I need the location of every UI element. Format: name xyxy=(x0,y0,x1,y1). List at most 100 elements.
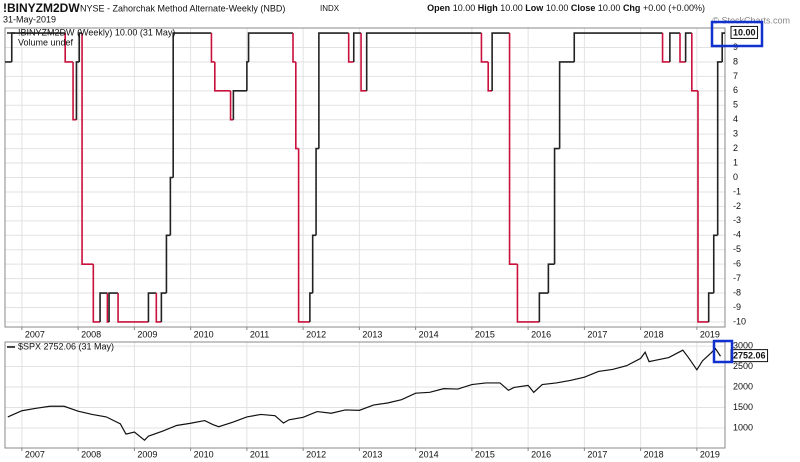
step-segment xyxy=(160,292,167,322)
quote-label: Open xyxy=(427,3,450,13)
x-tick-label: 2019 xyxy=(700,329,720,339)
x-tick-label: 2008 xyxy=(81,449,101,459)
step-segment xyxy=(721,32,725,62)
step-segment xyxy=(318,32,349,149)
quote-label: Close xyxy=(571,3,596,13)
step-segment xyxy=(292,33,296,63)
step-segment xyxy=(72,61,77,121)
quote: Open 10.00 High 10.00 Low 10.00 Close 10… xyxy=(427,3,705,13)
quote-value: +0.00 (+0.00%) xyxy=(643,3,705,13)
step-segment xyxy=(558,61,575,149)
y-tick-label: 6 xyxy=(733,85,738,95)
step-segment xyxy=(81,33,94,265)
x-tick-label: 2018 xyxy=(644,449,664,459)
step-segment xyxy=(516,264,540,323)
step-segment xyxy=(165,234,171,294)
x-tick-label: 2015 xyxy=(475,449,495,459)
step-segment xyxy=(684,32,692,62)
step-segment xyxy=(295,61,299,150)
quote-label: Low xyxy=(525,3,544,13)
x-tick-label: 2013 xyxy=(362,449,382,459)
y-tick-label: -3 xyxy=(733,215,741,225)
step-segment xyxy=(669,32,680,62)
y-tick-label: 1500 xyxy=(733,402,753,412)
volume-note: Volume undef xyxy=(18,37,74,47)
step-segment xyxy=(311,234,317,294)
step-segment xyxy=(117,293,149,323)
description: NYSE - Zahorchak Method Alternate-Weekly… xyxy=(80,3,285,13)
step-segment xyxy=(553,147,560,265)
step-segment xyxy=(214,61,231,92)
x-tick-label: 2016 xyxy=(531,449,551,459)
x-tick-label: 2012 xyxy=(306,329,326,339)
exchange: INDX xyxy=(320,4,340,13)
step-segment xyxy=(75,61,80,120)
step-segment xyxy=(92,264,101,323)
step-segment xyxy=(99,292,108,322)
y-tick-label: -10 xyxy=(733,316,746,326)
step-segment xyxy=(232,90,247,120)
step-segment xyxy=(297,148,310,323)
legend-label: $SPX 2752.06 (31 May) xyxy=(18,341,114,351)
step-segment xyxy=(712,234,718,294)
step-segment xyxy=(64,33,74,63)
x-tick-label: 2007 xyxy=(25,329,45,339)
x-tick-label: 2011 xyxy=(250,329,269,339)
y-tick-label: 0 xyxy=(733,172,738,182)
step-segment xyxy=(697,90,709,323)
y-tick-label: 4 xyxy=(733,114,738,124)
y-tick-label: 2000 xyxy=(733,381,753,391)
step-segment xyxy=(716,61,723,236)
y-tick-label: 5 xyxy=(733,100,738,110)
y-tick-label: 2 xyxy=(733,143,738,153)
step-segment xyxy=(491,32,510,91)
copyright: © StockCharts.com xyxy=(712,15,790,25)
x-tick-label: 2011 xyxy=(250,449,269,459)
step-segment xyxy=(210,33,215,63)
x-tick-label: 2016 xyxy=(531,329,551,339)
x-tick-label: 2008 xyxy=(81,329,101,339)
step-segment xyxy=(360,33,367,92)
step-segment xyxy=(352,32,362,62)
step-segment xyxy=(155,293,162,323)
step-segment xyxy=(573,32,663,62)
price-line xyxy=(7,347,722,442)
date: 31-May-2019 xyxy=(3,14,56,24)
last-value-label: 2752.06 xyxy=(733,351,766,361)
step-segment xyxy=(229,90,234,121)
last-value-label: 10.00 xyxy=(733,27,756,37)
step-segment xyxy=(147,292,157,322)
x-tick-label: 2015 xyxy=(475,329,495,339)
x-tick-label: 2012 xyxy=(306,449,326,459)
x-tick-label: 2014 xyxy=(419,449,439,459)
y-tick-label: -6 xyxy=(733,259,741,269)
y-tick-label: 1000 xyxy=(733,422,753,432)
step-segment xyxy=(661,33,670,63)
step-segment xyxy=(538,292,549,322)
y-tick-label: -7 xyxy=(733,273,741,283)
x-tick-label: 2014 xyxy=(419,329,439,339)
step-segment xyxy=(315,147,319,236)
quote-value: 10.00 xyxy=(546,3,569,13)
quote-value: 10.00 xyxy=(453,3,476,13)
y-tick-label: -9 xyxy=(733,302,741,312)
x-tick-label: 2013 xyxy=(362,329,382,339)
step-segment xyxy=(691,33,698,92)
y-tick-label: -2 xyxy=(733,201,741,211)
step-segment xyxy=(347,33,354,63)
quote-label: High xyxy=(478,3,498,13)
step-segment xyxy=(169,176,174,236)
y-tick-label: 3 xyxy=(733,129,738,139)
last-value-box xyxy=(730,25,759,39)
panel-frame xyxy=(4,27,726,328)
step-segment xyxy=(508,33,518,265)
x-tick-label: 2010 xyxy=(194,329,214,339)
panel-frame xyxy=(4,341,726,449)
y-tick-label: 3000 xyxy=(733,340,753,350)
step-segment xyxy=(78,32,83,62)
x-tick-label: 2007 xyxy=(25,449,45,459)
legend-label: !BINYZM2DW (Weekly) 10.00 (31 May) xyxy=(18,27,175,37)
y-tick-label: -4 xyxy=(733,230,741,240)
quote-label: Chg xyxy=(623,3,641,13)
